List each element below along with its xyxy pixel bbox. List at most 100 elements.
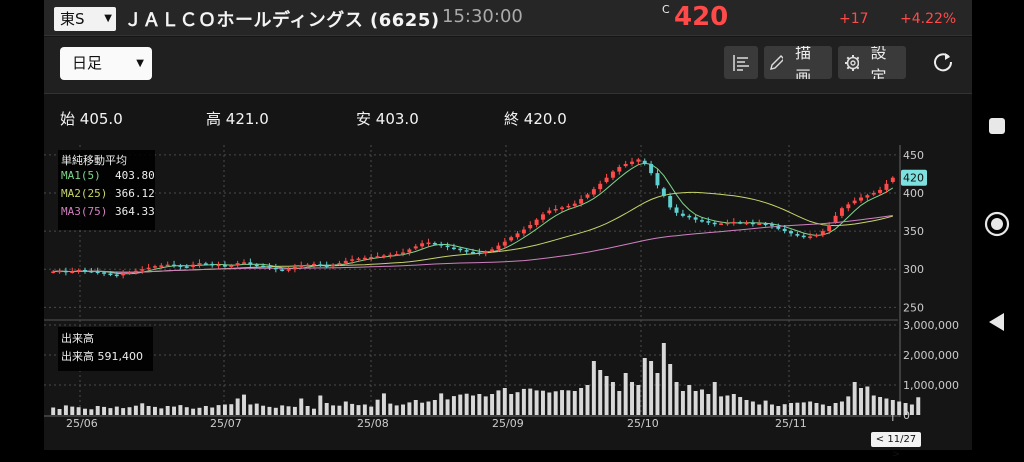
candle-body	[369, 257, 374, 259]
candle-body	[248, 262, 253, 265]
candle-body	[210, 263, 215, 266]
candle-body	[216, 264, 221, 267]
volume-bar	[744, 400, 749, 415]
volume-bar	[655, 373, 660, 415]
candle-body	[579, 199, 584, 204]
candle-body	[83, 269, 87, 272]
candle-body	[871, 192, 876, 195]
candle-body	[712, 222, 717, 225]
volume-bar	[178, 405, 183, 415]
candle-body	[178, 265, 183, 267]
candle-body	[261, 265, 266, 268]
period-select[interactable]: 日足 ▼	[60, 47, 152, 80]
candle-body	[280, 269, 285, 271]
candle-body	[820, 231, 825, 235]
volume-bar	[814, 403, 819, 415]
candle-body	[655, 173, 660, 186]
volume-bar	[661, 343, 666, 415]
candle-body	[515, 233, 520, 238]
volume-bar	[668, 364, 673, 415]
candle-body	[286, 269, 291, 271]
exchange-value: 東S	[60, 10, 85, 28]
volume-bar	[229, 404, 234, 415]
ma3-row: MA3(75) 364.33	[61, 205, 155, 218]
candle-body	[375, 256, 380, 258]
candle-body	[343, 260, 348, 264]
candle-body	[127, 272, 132, 274]
price-tick-label: 450	[903, 149, 924, 162]
settings-label: 設定	[870, 46, 893, 79]
volume-bar	[292, 406, 297, 415]
volume-value: 591,400	[97, 350, 144, 363]
pencil-icon	[770, 54, 784, 70]
volume-bar	[680, 391, 685, 415]
volume-bar	[89, 409, 94, 415]
ma2-label: MA2(25)	[61, 187, 108, 200]
volume-bar	[604, 376, 609, 415]
candle-body	[534, 219, 539, 225]
candle-body	[197, 263, 202, 265]
settings-button[interactable]: 設定	[838, 46, 906, 79]
volume-bar	[95, 406, 100, 415]
company-name: ＪＡＬＣＯホールディングス	[124, 10, 364, 31]
chart-toolbar: 日足 ▼ 描画	[44, 37, 972, 94]
volume-bar	[413, 400, 418, 415]
candle-body	[426, 242, 431, 245]
volume-bar	[114, 406, 119, 415]
ma2-row: MA2(25) 366.12	[61, 187, 155, 200]
price-tick-label: 350	[903, 225, 924, 238]
low-price: 安 403.0	[356, 108, 419, 129]
candle-body	[159, 265, 164, 267]
volume-bar	[528, 388, 533, 415]
candle-body	[70, 271, 75, 274]
candle-body	[680, 213, 685, 216]
chart-grid	[44, 145, 901, 417]
volume-bar	[222, 404, 227, 415]
volume-bar	[725, 395, 730, 415]
volume-bar	[623, 373, 628, 415]
volume-bar	[483, 396, 488, 415]
volume-bar	[133, 405, 138, 415]
volume-bar	[553, 391, 558, 415]
home-icon[interactable]	[984, 211, 1010, 237]
stock-chart[interactable]: 450 400 350 300 250 3,000,000 2,000,000 1,000,0…	[44, 145, 972, 450]
candle-body	[502, 241, 507, 246]
date-cursor-tag[interactable]: < 11/27 >	[871, 432, 921, 460]
candle-body	[839, 208, 844, 216]
candle-body	[407, 249, 412, 253]
quote-time: 15:30:00	[442, 6, 523, 27]
volume-bar	[706, 394, 711, 415]
recents-icon[interactable]	[989, 118, 1005, 134]
candle-body	[585, 194, 590, 198]
candle-body	[706, 221, 711, 223]
volume-bar	[152, 406, 157, 415]
candle-body	[725, 222, 730, 225]
volume-tick-label: 3,000,000	[903, 319, 959, 332]
indicator-button[interactable]	[724, 46, 758, 79]
volume-bar	[579, 388, 584, 415]
candle-body	[540, 214, 545, 220]
candle-body	[801, 235, 806, 238]
exchange-select[interactable]: 東S ▼	[54, 7, 116, 31]
draw-button[interactable]: 描画	[764, 46, 832, 79]
candle-body	[95, 271, 100, 274]
price-change-percent: +4.22%	[900, 11, 957, 27]
back-icon[interactable]	[989, 313, 1004, 331]
high-label: 高	[206, 110, 222, 128]
volume-bar	[458, 394, 463, 415]
candle-body	[222, 265, 227, 267]
volume-bar	[852, 382, 857, 415]
candle-body	[553, 208, 558, 211]
candle-body	[362, 257, 367, 260]
volume-bar	[210, 407, 215, 415]
volume-tick-label: 1,000,000	[903, 379, 959, 392]
reload-button[interactable]	[932, 51, 954, 77]
volume-bar	[337, 405, 342, 415]
volume-bar	[312, 408, 316, 415]
volume-bar	[121, 408, 126, 415]
close-label: 終	[504, 110, 520, 128]
candle-body	[859, 197, 863, 201]
volume-bar	[839, 401, 844, 415]
candle-body	[649, 163, 654, 174]
volume-tick-label: 0	[903, 409, 910, 422]
